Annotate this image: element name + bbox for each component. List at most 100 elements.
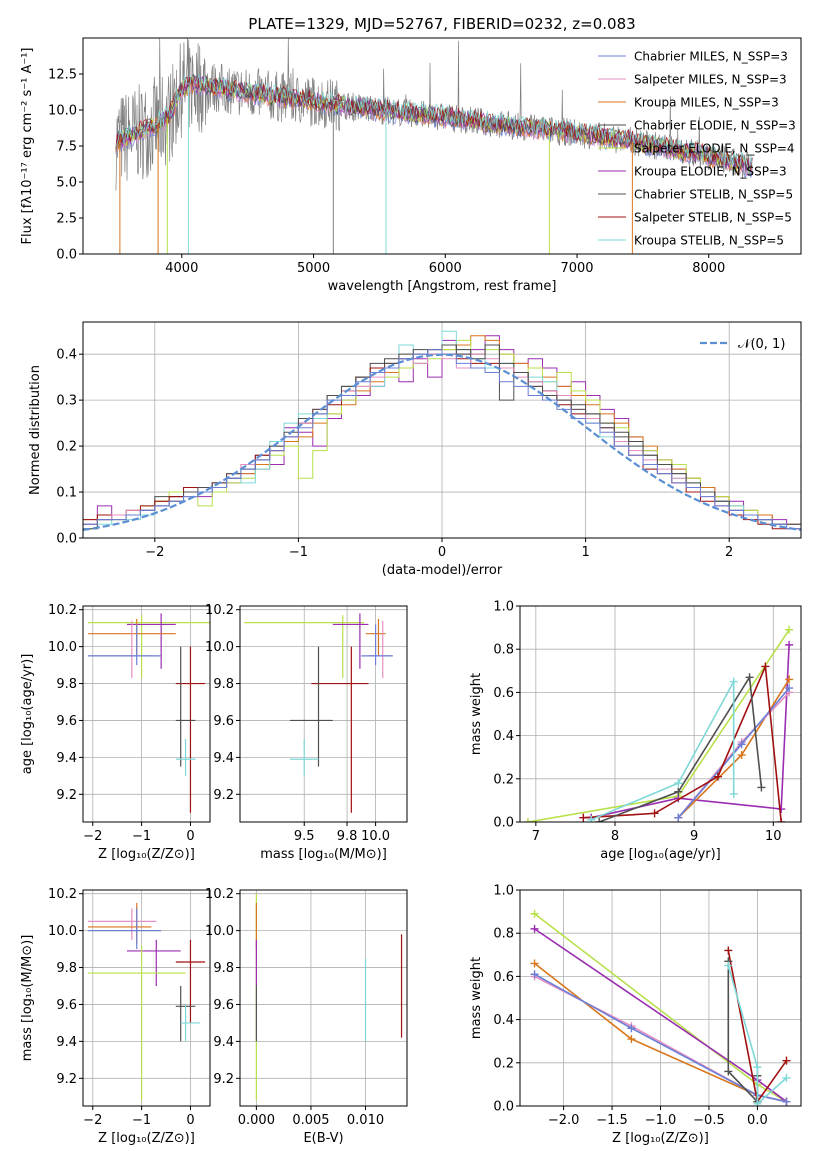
plot-area-mass-vs-ebv xyxy=(255,893,403,1101)
y-tick-label: 0.0 xyxy=(56,532,77,547)
histogram-chabrier-stelib xyxy=(83,344,801,530)
series-marker xyxy=(650,809,659,818)
y-tick-label: 10.0 xyxy=(48,640,77,655)
x-tick-label: 9.8 xyxy=(337,829,358,844)
series-marker xyxy=(782,1073,791,1082)
y-tick-label: 9.8 xyxy=(213,961,234,976)
x-axis-label: E(B-V) xyxy=(303,1131,343,1146)
series-line xyxy=(590,681,735,821)
x-tick-label: −1 xyxy=(132,829,151,844)
chart-mass-weight-vs-age: 7 8 9 10 0.0 0.2 0.4 0.6 0.8 1.0 age [log₁₀(age/yr… xyxy=(469,600,802,862)
axes-frame xyxy=(519,605,802,823)
series-marker xyxy=(785,625,794,634)
errorbar-point-chabrier-miles xyxy=(361,624,393,666)
errorbar-point-salpeter-elodie xyxy=(87,945,186,1101)
y-tick-label: 0.2 xyxy=(493,772,514,787)
y-tick-label: 9.6 xyxy=(213,714,234,729)
y-tick-label: 10.2 xyxy=(48,603,77,618)
legend-label: 𝒩(0, 1) xyxy=(738,337,785,352)
x-tick-label: 10.0 xyxy=(361,829,390,844)
series-line xyxy=(598,674,763,822)
x-tick-label: −1 xyxy=(132,1113,151,1128)
y-tick-label: 0.6 xyxy=(493,970,514,985)
legend: Chabrier MILES, N_SSP=3 Salpeter MILES, N… xyxy=(598,50,796,248)
x-axis-label: Z [log₁₀(Z/Z⊙)] xyxy=(98,1131,195,1146)
legend-label: Salpeter MILES, N_SSP=3 xyxy=(634,73,787,87)
series-marker xyxy=(777,818,786,822)
y-tick-label: 9.2 xyxy=(56,1072,77,1087)
legend-label: Kroupa MILES, N_SSP=3 xyxy=(634,96,779,110)
model-line-salpeter-miles xyxy=(115,79,753,176)
errorbar-point-salpeter-stelib xyxy=(175,939,206,1023)
x-tick-label: −1.5 xyxy=(596,1113,628,1128)
x-tick-label: 8000 xyxy=(692,261,725,276)
series-marker xyxy=(785,640,794,649)
errorbar-point-kroupa-elodie xyxy=(126,939,181,986)
y-tick-label: 7.5 xyxy=(56,140,77,155)
legend-label: Salpeter STELIB, N_SSP=5 xyxy=(634,211,792,225)
y-tick-label: 9.8 xyxy=(56,677,77,692)
series-marker xyxy=(713,772,722,781)
y-tick-label: 9.2 xyxy=(213,1072,234,1087)
axes-frame xyxy=(239,605,408,823)
chart-spectrum: 4000 5000 6000 7000 8000 0.0 2.5 5.0 7.5 10.0 12.5… xyxy=(20,15,802,294)
legend-label: Chabrier MILES, N_SSP=3 xyxy=(634,50,788,64)
legend-label: Kroupa STELIB, N_SSP=5 xyxy=(634,234,784,248)
series-chabrier-miles xyxy=(674,684,794,822)
errorbar-point-kroupa-stelib xyxy=(289,738,319,776)
x-tick-label: −1 xyxy=(289,545,308,560)
x-tick-label: 4000 xyxy=(165,261,198,276)
axes-frame xyxy=(82,321,802,539)
legend-label: Chabrier ELODIE, N_SSP=3 xyxy=(634,119,796,133)
series-marker xyxy=(724,946,733,955)
y-axis-label: mass [log₁₀(M/M⊙)] xyxy=(20,935,35,1062)
legend: 𝒩(0, 1) xyxy=(700,337,785,352)
x-tick-label: −2 xyxy=(145,545,164,560)
y-tick-label: 0.0 xyxy=(493,816,514,831)
series-marker xyxy=(729,789,738,798)
series-marker xyxy=(757,783,766,792)
series-marker xyxy=(761,662,770,671)
series-marker xyxy=(523,818,532,822)
x-axis-label: (data-model)/error xyxy=(382,563,503,578)
plot-area-age-vs-metallicity xyxy=(87,613,210,813)
y-tick-label: 0.0 xyxy=(56,248,77,263)
y-tick-label: 9.6 xyxy=(56,714,77,729)
y-tick-label: 2.5 xyxy=(56,212,77,227)
series-marker xyxy=(530,970,539,979)
series-marker xyxy=(595,818,604,822)
x-tick-label: 9 xyxy=(690,829,698,844)
y-tick-label: 9.8 xyxy=(56,961,77,976)
series-kroupa-stelib xyxy=(724,961,791,1106)
y-tick-label: 9.2 xyxy=(213,788,234,803)
plot-area-spectrum xyxy=(115,38,753,254)
x-tick-label: 6000 xyxy=(429,261,462,276)
y-tick-label: 0.1 xyxy=(56,486,77,501)
y-axis-label: Flux [fλ10⁻¹⁷ erg cm⁻² s⁻¹ A⁻¹] xyxy=(20,48,35,245)
x-tick-label: 0.010 xyxy=(347,1113,384,1128)
y-tick-label: 9.4 xyxy=(213,1035,234,1050)
errorbar-point-salpeter-miles xyxy=(87,908,157,940)
errorbar-point-salpeter-elodie xyxy=(87,615,210,678)
x-tick-label: 0.000 xyxy=(238,1113,275,1128)
y-tick-label: 10.2 xyxy=(205,603,234,618)
y-tick-label: 10.0 xyxy=(205,924,234,939)
y-tick-label: 1.0 xyxy=(493,884,514,899)
y-tick-label: 10.0 xyxy=(48,924,77,939)
axes-frame xyxy=(82,889,211,1107)
x-tick-label: 0 xyxy=(186,1113,194,1128)
x-tick-label: −2 xyxy=(83,829,102,844)
model-line-kroupa-stelib xyxy=(115,73,753,171)
y-tick-label: 0.2 xyxy=(56,440,77,455)
x-tick-label: 1 xyxy=(581,545,589,560)
legend-label: Chabrier STELIB, N_SSP=5 xyxy=(634,188,793,202)
series-chabrier-stelib xyxy=(595,673,766,822)
chart-residuals: −2 −1 0 1 2 0.0 0.1 0.2 0.3 0.4 (data-model)/error… xyxy=(28,321,802,578)
series-marker xyxy=(674,779,683,788)
series-marker xyxy=(753,1099,762,1106)
chart-age-vs-metallicity: −2 −1 0 9.2 9.4 9.6 9.8 10.0 10.2 Z [log₁₀(Z/Z⊙)]… xyxy=(20,603,211,862)
y-axis-label: age [log₁₀(age/yr)] xyxy=(20,654,35,775)
x-tick-label: 9.5 xyxy=(294,829,315,844)
series-marker xyxy=(785,675,794,684)
